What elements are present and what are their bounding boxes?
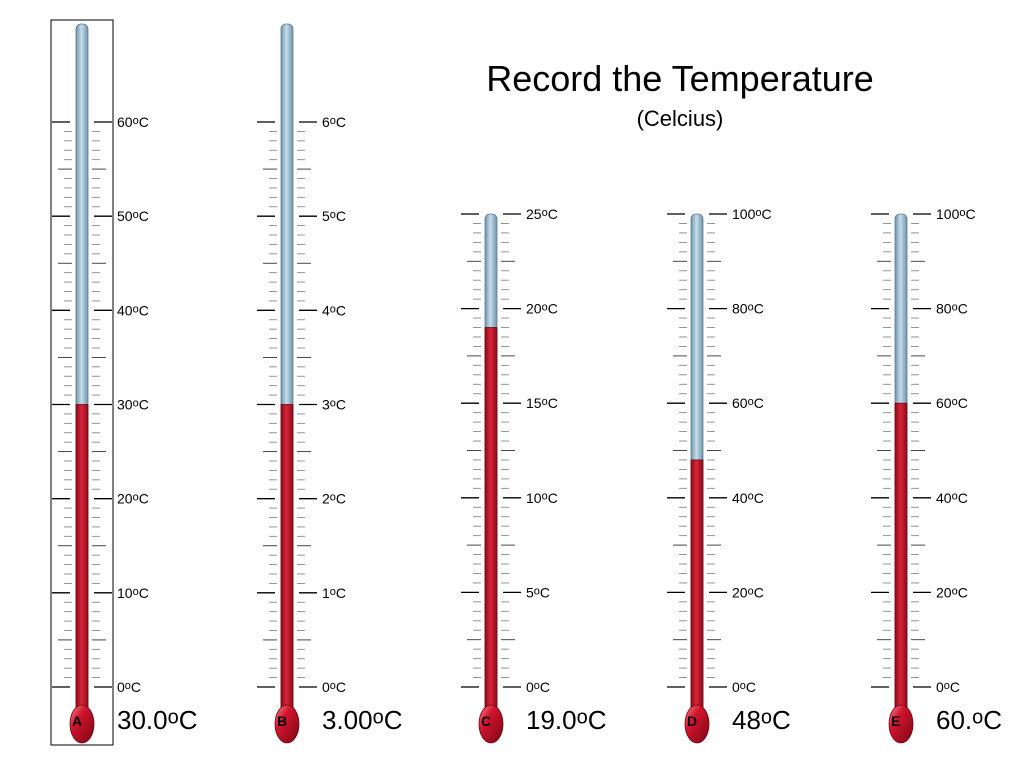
scale-label: 40oC [936, 490, 968, 506]
mercury-column [75, 404, 89, 725]
scale-label: 60oC [936, 395, 968, 411]
scale-label: 5oC [322, 208, 346, 224]
mercury-column [690, 459, 704, 725]
scale-label: 0oC [936, 679, 960, 695]
scale-label: 80oC [936, 301, 968, 317]
scale-label: 2oC [322, 491, 346, 507]
thermometer-letter: A [72, 713, 82, 729]
scale-label: 10oC [526, 490, 558, 506]
scale-label: 40oC [732, 490, 764, 506]
thermometer-a: A 60oC 50oC 40oC 30oC 20oC 10oC 0oC 30.0oC [50, 19, 198, 746]
scale-ticks [257, 121, 317, 688]
scale-label: 5oC [526, 584, 550, 600]
scale-label: 0oC [526, 679, 550, 695]
scale-label: 100oC [936, 206, 976, 222]
answer-text: 3.00oC [322, 705, 403, 735]
answer-text: 60.oC [936, 705, 1002, 735]
scale-label: 30oC [117, 397, 149, 413]
scale-label: 80oC [732, 301, 764, 317]
scale-label: 60oC [732, 395, 764, 411]
thermometer-d: D 100oC 80oC 60oC 40oC 20oC 0oC 48oC [667, 206, 791, 744]
scale-ticks [52, 121, 112, 688]
scale-label: 20oC [936, 584, 968, 600]
scale-label: 0oC [117, 679, 141, 695]
scale-label: 4oC [322, 302, 346, 318]
scale-label: 40oC [117, 302, 149, 318]
scale-ticks [871, 213, 931, 688]
thermometer-bulb [274, 704, 300, 744]
scale-label: 100oC [732, 206, 772, 222]
thermometer-letter: D [687, 713, 697, 729]
thermometer-bulb [478, 704, 504, 744]
scale-label: 20oC [117, 491, 149, 507]
scale-label: 3oC [322, 397, 346, 413]
scale-label: 0oC [732, 679, 756, 695]
scale-label: 10oC [117, 585, 149, 601]
thermometer-c: C 25oC 20oC 15oC 10oC 5oC 0oC 19.0oC [461, 206, 607, 744]
mercury-column [894, 402, 908, 725]
thermometer-bulb [69, 704, 95, 744]
scale-label: 15oC [526, 395, 558, 411]
thermometer-bulb [684, 704, 710, 744]
thermometer-letter: B [277, 713, 287, 729]
selection-box [50, 19, 114, 746]
scale-label: 20oC [526, 301, 558, 317]
scale-label: 6oC [322, 114, 346, 130]
scale-label: 1oC [322, 585, 346, 601]
page-subtitle: (Celcius) [636, 106, 724, 131]
scale-ticks [667, 213, 727, 688]
scale-label: 20oC [732, 584, 764, 600]
thermometer-e: E 100oC 80oC 60oC 40oC 20oC 0oC 60.oC [871, 206, 1002, 744]
thermometer-b: B 6oC 5oC 4oC 3oC 2oC 1oC 0oC 3.00oC [257, 23, 403, 744]
answer-text: 30.0oC [117, 705, 198, 735]
thermometer-bulb [888, 704, 914, 744]
mercury-column [280, 404, 294, 725]
scale-label: 0oC [322, 679, 346, 695]
scale-label: 50oC [117, 208, 149, 224]
answer-text: 19.0oC [526, 705, 607, 735]
scale-label: 25oC [526, 206, 558, 222]
scale-label: 60oC [117, 114, 149, 130]
thermometer-letter: C [481, 713, 491, 729]
answer-text: 48oC [732, 705, 791, 735]
page-title: Record the Temperature [486, 58, 874, 99]
mercury-column [484, 327, 498, 725]
scale-ticks [461, 213, 521, 688]
thermometer-letter: E [891, 713, 900, 729]
